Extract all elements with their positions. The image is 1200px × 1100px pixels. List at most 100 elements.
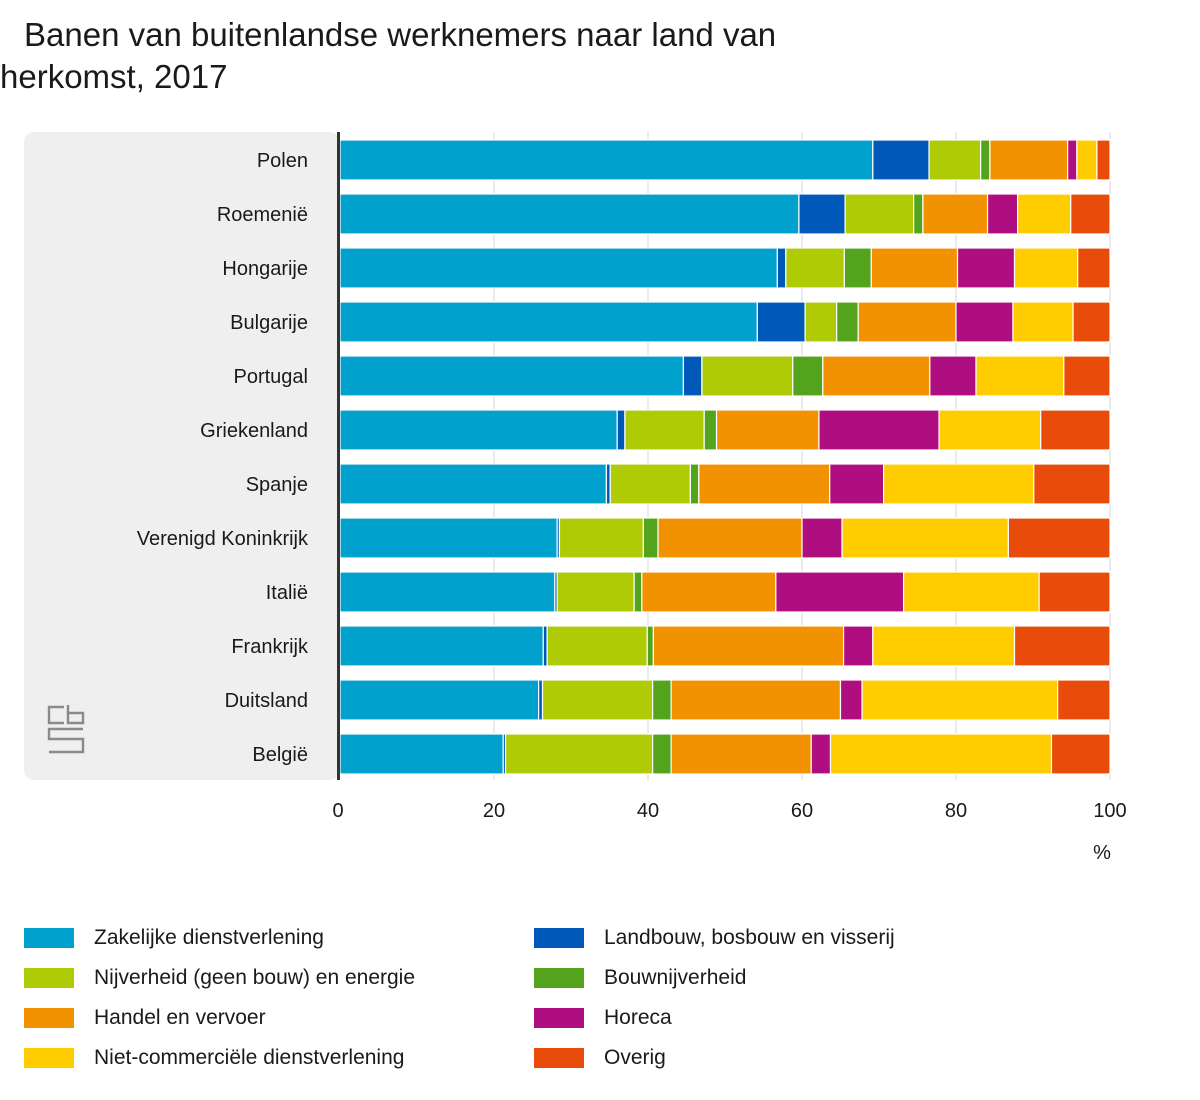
x-tick-label: 40	[637, 800, 659, 822]
category-label-portugal: Portugal	[234, 366, 309, 388]
bar-segment-duitsland-handel-en-vervoer	[670, 679, 842, 721]
category-label-polen: Polen	[257, 150, 308, 172]
bar-segment-italie-handel-en-vervoer	[641, 571, 777, 613]
bar-segment-frankrijk-overig	[1013, 625, 1111, 667]
x-axis-unit: %	[1093, 842, 1111, 864]
bar-segment-verenigd-koninkrijk-overig	[1007, 517, 1111, 559]
bar-segment-bulgarije-horeca	[955, 301, 1014, 343]
bar-segment-hongarije-overig	[1077, 247, 1111, 289]
bar-segment-frankrijk-horeca	[842, 625, 874, 667]
bar-segment-portugal-horeca	[929, 355, 977, 397]
x-tick-labels: 0 20 40 60 80 100	[332, 800, 1126, 822]
legend-item-handel-en-vervoer: Handel en vervoer	[24, 998, 266, 1038]
bar-segment-frankrijk-niet-commerciele-dienstverlening	[872, 625, 1016, 667]
bar-segment-italie-niet-commerciele-dienstverlening	[903, 571, 1040, 613]
bar-segment-italie-bouwnijverheid	[633, 571, 643, 613]
bar-segment-spanje-niet-commerciele-dienstverlening	[883, 463, 1035, 505]
bar-segment-portugal-landbouw-bosbouw-en-visserij	[682, 355, 703, 397]
legend-label: Overig	[604, 1046, 666, 1069]
bar-segment-belgie-handel-en-vervoer	[670, 733, 812, 775]
bar-segment-hongarije-zakelijke-dienstverlening	[339, 247, 778, 289]
bar-segment-portugal-niet-commerciele-dienstverlening	[975, 355, 1065, 397]
bar-segment-hongarije-horeca	[956, 247, 1016, 289]
legend-item-zakelijke-dienstverlening: Zakelijke dienstverlening	[24, 918, 324, 958]
x-tick-label: 60	[791, 800, 813, 822]
bar-segment-griekenland-landbouw-bosbouw-en-visserij	[616, 409, 626, 451]
bar-segment-roemenie-nijverheid-geen-bouw-en-energie	[844, 193, 915, 235]
bar-segment-hongarije-niet-commerciele-dienstverlening	[1013, 247, 1079, 289]
bar-segment-portugal-nijverheid-geen-bouw-en-energie	[701, 355, 794, 397]
bar-segment-italie-zakelijke-dienstverlening	[339, 571, 556, 613]
bar-segment-roemenie-handel-en-vervoer	[922, 193, 989, 235]
category-label-duitsland: Duitsland	[225, 690, 308, 712]
legend-swatch	[24, 1008, 74, 1028]
legend-label: Niet-commerciële dienstverlening	[94, 1046, 405, 1069]
bar-segment-portugal-handel-en-vervoer	[822, 355, 931, 397]
bar-segment-duitsland-niet-commerciele-dienstverlening	[861, 679, 1059, 721]
bars	[339, 139, 1111, 775]
bar-segment-griekenland-bouwnijverheid	[703, 409, 718, 451]
bar-segment-duitsland-bouwnijverheid	[652, 679, 672, 721]
bar-segment-griekenland-handel-en-vervoer	[715, 409, 820, 451]
bar-segment-polen-overig	[1096, 139, 1111, 181]
chart-title: Banen van buitenlandse werknemers naar l…	[0, 16, 777, 95]
bar-segment-frankrijk-zakelijke-dienstverlening	[339, 625, 544, 667]
bar-segment-roemenie-overig	[1070, 193, 1111, 235]
bar-segment-portugal-zakelijke-dienstverlening	[339, 355, 685, 397]
chart-plot: Polen Roemenië Hongarije Bulgarije Portugal G…	[24, 132, 1127, 864]
bar-segment-bulgarije-landbouw-bosbouw-en-visserij	[756, 301, 806, 343]
bar-segment-belgie-bouwnijverheid	[652, 733, 672, 775]
legend-item-nijverheid-geen-bouw-en-energie: Nijverheid (geen bouw) en energie	[24, 958, 415, 998]
bar-segment-polen-zakelijke-dienstverlening	[339, 139, 874, 181]
category-label-hongarije: Hongarije	[222, 258, 308, 280]
bar-segment-duitsland-nijverheid-geen-bouw-en-energie	[541, 679, 654, 721]
bar-segment-roemenie-landbouw-bosbouw-en-visserij	[798, 193, 846, 235]
bar-segment-roemenie-horeca	[986, 193, 1019, 235]
bar-segment-belgie-zakelijke-dienstverlening	[339, 733, 504, 775]
legend-item-landbouw-bosbouw-en-visserij: Landbouw, bosbouw en visserij	[534, 918, 895, 958]
legend-label: Handel en vervoer	[94, 1006, 266, 1029]
bar-segment-italie-nijverheid-geen-bouw-en-energie	[556, 571, 635, 613]
bar-segment-spanje-overig	[1033, 463, 1111, 505]
bar-segment-griekenland-horeca	[818, 409, 940, 451]
bar-segment-belgie-nijverheid-geen-bouw-en-energie	[504, 733, 654, 775]
category-panel	[24, 132, 340, 780]
bar-segment-frankrijk-nijverheid-geen-bouw-en-energie	[546, 625, 648, 667]
bar-segment-polen-horeca	[1067, 139, 1078, 181]
bar-segment-portugal-overig	[1063, 355, 1111, 397]
legend-item-niet-commerciele-dienstverlening: Niet-commerciële dienstverlening	[24, 1038, 404, 1078]
category-label-italie: Italië	[266, 582, 308, 604]
category-label-spanje: Spanje	[246, 474, 308, 496]
bar-segment-portugal-bouwnijverheid	[792, 355, 824, 397]
bar-segment-polen-bouwnijverheid	[980, 139, 991, 181]
bar-segment-griekenland-nijverheid-geen-bouw-en-energie	[624, 409, 705, 451]
bar-segment-verenigd-koninkrijk-horeca	[801, 517, 843, 559]
bar-segment-spanje-zakelijke-dienstverlening	[339, 463, 608, 505]
bar-segment-italie-horeca	[775, 571, 905, 613]
bar-segment-duitsland-overig	[1057, 679, 1111, 721]
bar-segment-spanje-nijverheid-geen-bouw-en-energie	[609, 463, 691, 505]
bar-segment-verenigd-koninkrijk-nijverheid-geen-bouw-en-energie	[558, 517, 644, 559]
bar-segment-italie-overig	[1038, 571, 1111, 613]
bar-segment-verenigd-koninkrijk-niet-commerciele-dienstverlening	[841, 517, 1009, 559]
bar-segment-hongarije-landbouw-bosbouw-en-visserij	[776, 247, 787, 289]
bar-segment-spanje-handel-en-vervoer	[698, 463, 831, 505]
bar-segment-spanje-horeca	[829, 463, 885, 505]
legend-swatch	[534, 928, 584, 948]
bar-segment-roemenie-niet-commerciele-dienstverlening	[1016, 193, 1072, 235]
legend-swatch	[24, 1048, 74, 1068]
legend-item-bouwnijverheid: Bouwnijverheid	[534, 958, 746, 998]
category-label-verenigd-koninkrijk: Verenigd Koninkrijk	[137, 528, 309, 550]
x-tick-label: 80	[945, 800, 967, 822]
bar-segment-belgie-horeca	[810, 733, 832, 775]
bar-segment-duitsland-zakelijke-dienstverlening	[339, 679, 540, 721]
bar-segment-bulgarije-nijverheid-geen-bouw-en-energie	[804, 301, 838, 343]
bar-segment-belgie-overig	[1050, 733, 1111, 775]
bar-segment-polen-niet-commerciele-dienstverlening	[1076, 139, 1098, 181]
x-tick-label: 20	[483, 800, 505, 822]
bar-segment-griekenland-niet-commerciele-dienstverlening	[938, 409, 1042, 451]
bar-segment-frankrijk-bouwnijverheid	[646, 625, 654, 667]
bar-segment-bulgarije-bouwnijverheid	[836, 301, 859, 343]
bar-segment-hongarije-nijverheid-geen-bouw-en-energie	[785, 247, 845, 289]
bar-segment-bulgarije-niet-commerciele-dienstverlening	[1012, 301, 1074, 343]
